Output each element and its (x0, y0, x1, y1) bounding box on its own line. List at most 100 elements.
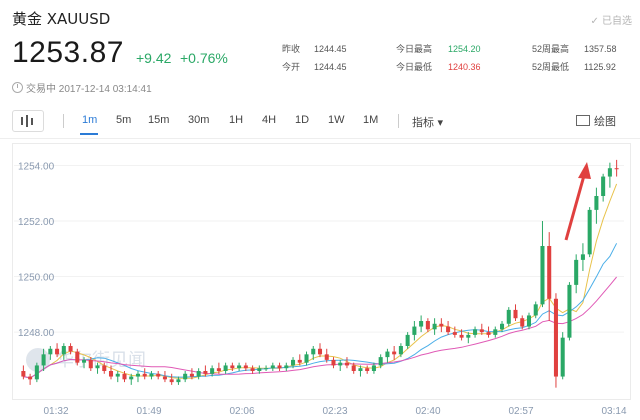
stat-value: 1240.36 (448, 62, 481, 72)
tab-1m[interactable]: 1m (82, 114, 98, 126)
candle-body (506, 309, 511, 324)
candle-body (297, 359, 302, 363)
stat-label: 52周最低 (532, 62, 570, 72)
x-tick-label: 01:49 (136, 406, 161, 417)
tab-1mo[interactable]: 1M (363, 114, 379, 126)
candle-body (68, 346, 73, 352)
trading-status: 交易中 2017-12-14 03:14:41 (12, 80, 152, 95)
candle-body (533, 304, 538, 316)
x-tick-label: 02:40 (415, 406, 440, 417)
candle-body (540, 246, 545, 305)
indicators-dropdown[interactable]: 指标 ▾ (412, 116, 444, 129)
tab-1h[interactable]: 1H (229, 114, 244, 126)
candle-body (270, 365, 275, 369)
candle-body (304, 354, 309, 363)
candle-body (493, 329, 498, 335)
stat-52w-high: 52周最高 1357.58 (532, 40, 617, 58)
candle-body (446, 326, 451, 333)
candle-body (547, 246, 552, 299)
stats-col-3: 52周最高 1357.58 52周最低 1125.92 (532, 40, 617, 76)
candle-body (385, 351, 390, 358)
chart-type-button[interactable] (12, 110, 44, 132)
x-tick-label: 03:14 (601, 406, 626, 417)
tab-1d[interactable]: 1D (295, 114, 310, 126)
candle-body (338, 362, 343, 366)
stat-value: 1125.92 (584, 62, 616, 72)
stat-day-high: 今日最高 1254.20 (396, 40, 481, 58)
instrument-title: 黄金 XAUUSD (12, 10, 111, 28)
candle-body (452, 332, 457, 335)
stat-prev-close: 昨收 1244.45 (282, 40, 347, 58)
candle-body (108, 371, 114, 377)
candle-body (412, 326, 417, 335)
candle-body (365, 368, 370, 371)
candle-body (223, 365, 228, 371)
change-absolute: +9.42 (136, 50, 172, 66)
candle-body (55, 348, 60, 355)
tab-4h[interactable]: 4H (262, 114, 277, 126)
clock-icon (12, 82, 23, 93)
candle-body (196, 371, 201, 377)
candle-body (520, 318, 525, 327)
candle-body (513, 309, 518, 319)
toolbar-divider (63, 114, 64, 128)
candle-body (48, 348, 53, 355)
stat-label: 52周最高 (532, 44, 570, 54)
candle-body (459, 334, 464, 338)
candle-body (479, 329, 484, 333)
ma-line-20 (23, 276, 617, 379)
x-tick-label: 02:23 (322, 406, 347, 417)
stat-value: 1357.58 (584, 44, 617, 54)
x-tick-label: 02:57 (508, 406, 533, 417)
tab-1w[interactable]: 1W (328, 114, 345, 126)
candle-body (156, 373, 161, 377)
candle-body (405, 334, 410, 346)
candle-body (371, 365, 376, 371)
candle-body (169, 379, 174, 383)
stat-day-low: 今日最低 1240.36 (396, 58, 481, 76)
candle-body (317, 348, 323, 355)
toolbar-divider (398, 114, 399, 128)
candle-body (102, 365, 107, 371)
candle-body (291, 359, 296, 366)
candle-body (237, 365, 242, 369)
candle-body (419, 321, 424, 327)
tab-15m[interactable]: 15m (148, 114, 170, 126)
stat-52w-low: 52周最低 1125.92 (532, 58, 616, 76)
followed-badge[interactable]: ✓ 已自选 (590, 16, 632, 27)
candle-body (351, 365, 356, 371)
change-percent: +0.76% (180, 50, 228, 66)
candle-body (61, 346, 66, 355)
stat-open: 今开 1244.45 (282, 58, 347, 76)
x-tick-label: 02:06 (229, 406, 254, 417)
candle-body (122, 373, 127, 380)
last-price: 1253.87 (12, 36, 124, 69)
candle-body (189, 373, 194, 377)
active-tab-indicator (80, 133, 98, 135)
candle-body (75, 351, 80, 363)
candle-body (149, 373, 154, 377)
candle-body (243, 365, 248, 369)
candle-body (183, 373, 188, 380)
tab-30m[interactable]: 30m (188, 114, 210, 126)
candle-body (21, 371, 26, 377)
candle-body (594, 196, 599, 210)
candle-body (34, 365, 39, 380)
candle-body (142, 373, 147, 377)
y-tick-label: 1254.00 (18, 161, 55, 172)
candle-body (264, 368, 269, 370)
chart-area[interactable] (12, 143, 631, 400)
candle-body (473, 329, 478, 335)
annotation-arrow-head (578, 162, 591, 179)
draw-button[interactable]: 绘图 (576, 113, 616, 129)
candle-body (95, 365, 100, 369)
candle-body (88, 359, 93, 369)
candle-body (358, 368, 363, 371)
y-tick-label: 1250.00 (18, 273, 55, 284)
candle-body (466, 334, 471, 338)
candle-body (203, 371, 208, 374)
watermark-text: 华尔街见闻 (56, 350, 146, 371)
tab-5m[interactable]: 5m (116, 114, 132, 126)
candle-body (250, 368, 255, 371)
